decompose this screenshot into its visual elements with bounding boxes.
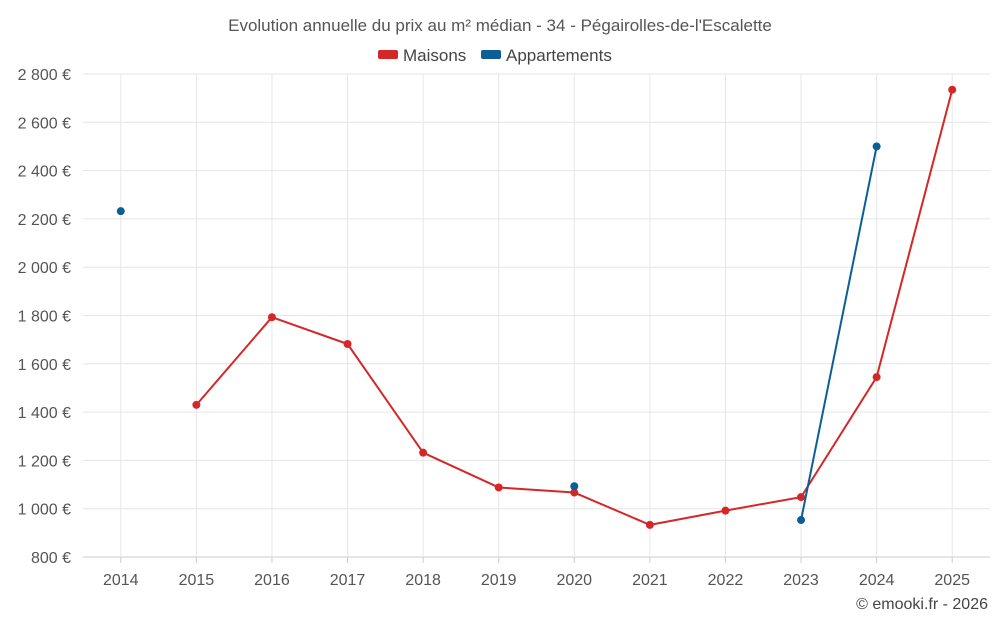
x-tick-label: 2018 bbox=[405, 572, 441, 589]
legend: Maisons Appartements bbox=[378, 46, 612, 65]
y-tick-label: 2 000 € bbox=[18, 260, 71, 277]
credit: © emooki.fr - 2026 bbox=[856, 596, 988, 613]
x-tick-label: 2024 bbox=[859, 572, 895, 589]
data-point-maisons-2025[interactable] bbox=[948, 85, 957, 94]
legend-item-maisons[interactable]: Maisons bbox=[378, 46, 466, 65]
data-point-maisons-2019[interactable] bbox=[494, 483, 503, 492]
data-point-maisons-2022[interactable] bbox=[721, 506, 730, 515]
x-tick-label: 2019 bbox=[481, 572, 517, 589]
series bbox=[116, 85, 957, 529]
y-tick-label: 2 800 € bbox=[18, 67, 71, 84]
x-tick-label: 2022 bbox=[708, 572, 744, 589]
x-tick-label: 2020 bbox=[556, 572, 592, 589]
data-point-maisons-2024[interactable] bbox=[872, 373, 881, 382]
data-point-appartements-2024[interactable] bbox=[872, 142, 881, 151]
data-point-maisons-2015[interactable] bbox=[192, 400, 201, 409]
y-tick-label: 1 200 € bbox=[18, 453, 71, 470]
data-point-maisons-2021[interactable] bbox=[645, 520, 654, 529]
y-tick-label: 1 800 € bbox=[18, 309, 71, 326]
data-point-maisons-2016[interactable] bbox=[267, 313, 276, 322]
legend-swatch-maisons bbox=[378, 50, 398, 59]
y-tick-label: 2 200 € bbox=[18, 212, 71, 229]
data-point-appartements-2023[interactable] bbox=[797, 516, 806, 525]
data-point-maisons-2023[interactable] bbox=[797, 493, 806, 502]
gridlines bbox=[83, 73, 990, 558]
x-tick-label: 2021 bbox=[632, 572, 668, 589]
series-line-appartements bbox=[800, 146, 878, 521]
x-tick-label: 2015 bbox=[179, 572, 215, 589]
series-maisons bbox=[192, 85, 957, 529]
y-tick-label: 1 400 € bbox=[18, 405, 71, 422]
y-tick-label: 800 € bbox=[31, 550, 71, 567]
chart-title: Evolution annuelle du prix au m² médian … bbox=[228, 16, 772, 35]
x-tick-label: 2016 bbox=[254, 572, 290, 589]
legend-swatch-appartements bbox=[481, 50, 501, 59]
y-tick-label: 1 000 € bbox=[18, 502, 71, 519]
legend-label-appartements: Appartements bbox=[506, 46, 612, 65]
x-axis: 2014 2015 2016 2017 2018 2019 2020 2021 2022 2023… bbox=[103, 557, 970, 589]
y-tick-label: 2 600 € bbox=[18, 115, 71, 132]
data-point-maisons-2020[interactable] bbox=[570, 488, 579, 497]
data-point-maisons-2018[interactable] bbox=[419, 448, 428, 457]
x-tick-label: 2017 bbox=[330, 572, 366, 589]
y-tick-label: 2 400 € bbox=[18, 164, 71, 181]
x-tick-label: 2023 bbox=[783, 572, 819, 589]
legend-item-appartements[interactable]: Appartements bbox=[481, 46, 612, 65]
data-point-appartements-2014[interactable] bbox=[116, 207, 125, 216]
data-point-maisons-2017[interactable] bbox=[343, 339, 352, 348]
x-tick-label: 2025 bbox=[934, 572, 970, 589]
y-axis: 800 € 1 000 € 1 200 € 1 400 € 1 600 € 1 800 €… bbox=[18, 67, 71, 567]
legend-label-maisons: Maisons bbox=[403, 46, 466, 65]
data-point-appartements-2020[interactable] bbox=[570, 482, 579, 491]
y-tick-label: 1 600 € bbox=[18, 357, 71, 374]
x-tick-label: 2014 bbox=[103, 572, 139, 589]
series-appartements bbox=[116, 142, 881, 525]
